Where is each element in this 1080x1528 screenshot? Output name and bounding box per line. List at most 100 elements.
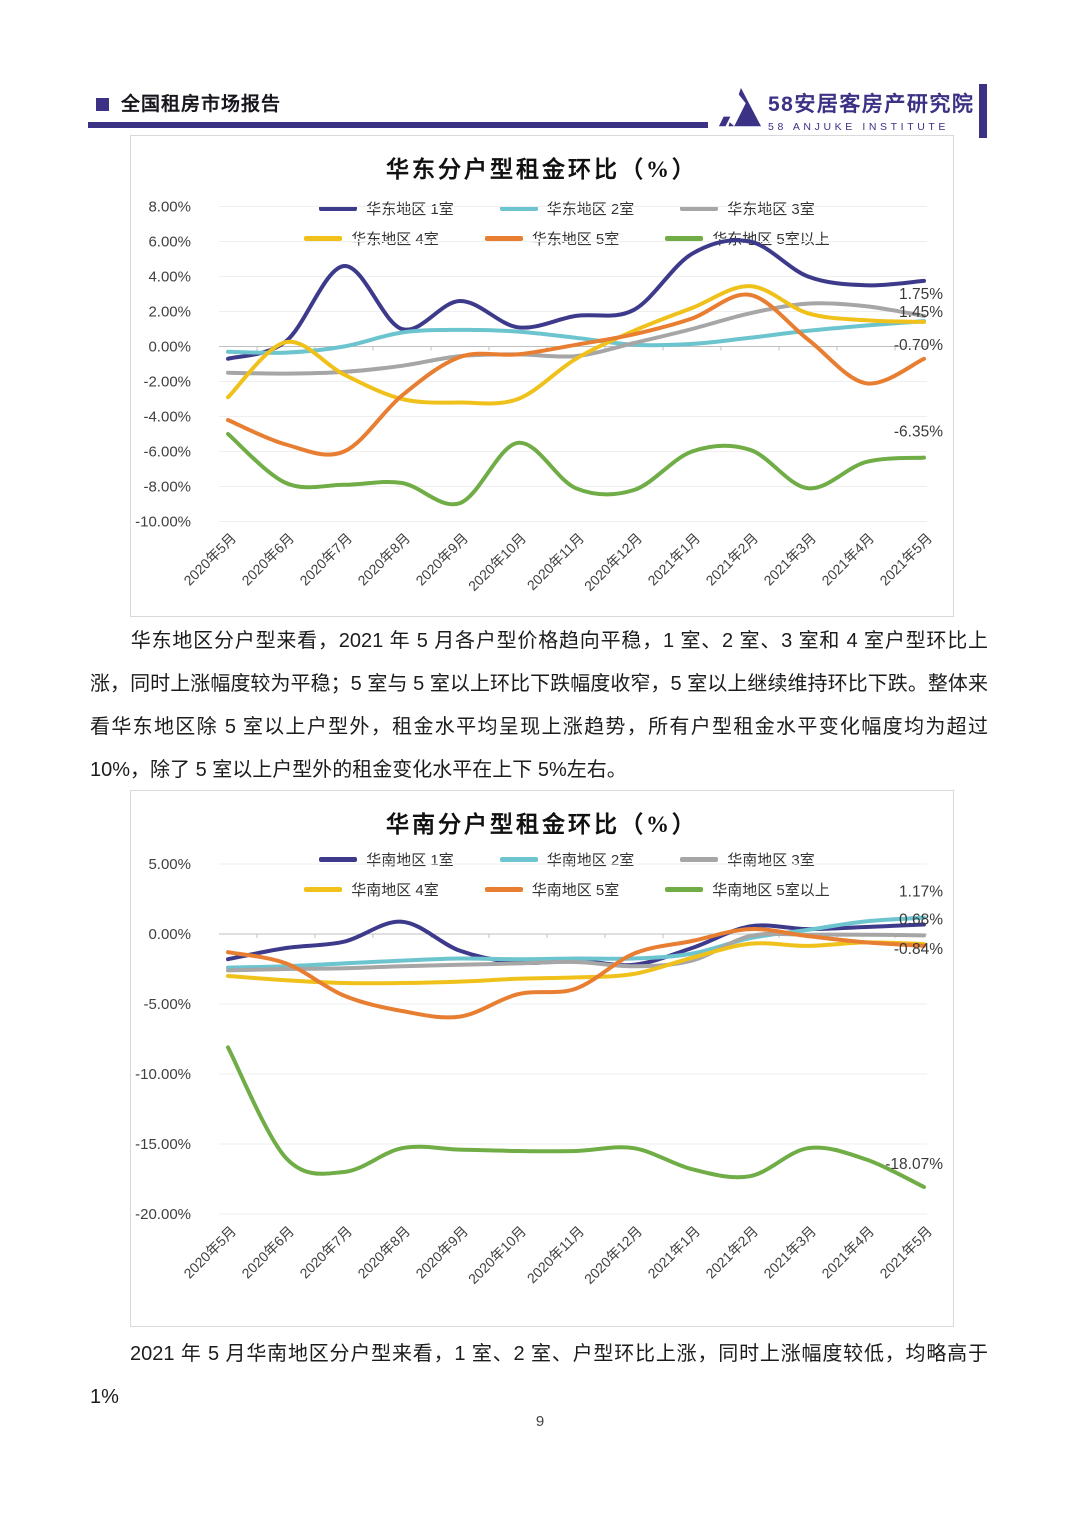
- legend-row: 华东地区 4室 华东地区 5室 华东地区 5室以上: [191, 228, 943, 249]
- x-axis-tick-label: 2020年10月: [465, 1223, 529, 1287]
- legend-swatch-icon: [319, 857, 358, 862]
- x-axis-tick-label: 2020年8月: [354, 1223, 413, 1282]
- x-axis-tick-label: 2021年2月: [702, 1223, 761, 1282]
- legend-row: 华东地区 1室 华东地区 2室 华东地区 3室: [191, 198, 943, 219]
- legend-label: 华南地区 1室: [366, 852, 454, 869]
- x-axis-tick-label: 2020年6月: [238, 530, 297, 589]
- legend-item: 华东地区 5室以上: [665, 228, 830, 249]
- legend-item: 华南地区 2室: [499, 849, 635, 870]
- series-line: [226, 432, 926, 507]
- legend-label: 华东地区 3室: [727, 201, 815, 218]
- x-axis-tick-label: 2020年12月: [581, 1223, 645, 1287]
- brand-name-cn: 58安居客房产研究院: [768, 92, 975, 116]
- x-axis-tick-label: 2020年11月: [524, 530, 587, 593]
- y-axis-tick-label: -8.00%: [143, 479, 191, 496]
- y-axis-tick-label: -10.00%: [135, 1066, 191, 1083]
- series-end-value-label: -0.70%: [894, 337, 943, 354]
- legend-swatch-icon: [665, 887, 704, 892]
- brand-logo: 58安居客房产研究院 58 ANJUKE INSTITUTE: [716, 84, 978, 136]
- legend-swatch-icon: [680, 857, 719, 862]
- x-axis-tick-label: 2021年4月: [818, 530, 877, 589]
- x-axis-tick-label: 2020年8月: [354, 530, 413, 589]
- x-axis-tick-label: 2020年9月: [412, 1223, 471, 1282]
- y-axis-tick-label: 8.00%: [148, 199, 191, 216]
- legend-item: 华东地区 4室: [304, 228, 439, 249]
- east-chart-legend: 华东地区 1室 华东地区 2室 华东地区 3室 华东地区 4室 华东地区 5室 华东地区 …: [191, 198, 943, 249]
- legend-item: 华南地区 4室: [304, 879, 439, 900]
- header-bullet-square: [96, 98, 109, 111]
- x-axis-tick-label: 2020年11月: [524, 1223, 587, 1286]
- report-title: 全国租房市场报告: [121, 94, 282, 115]
- legend-item: 华东地区 5室: [484, 228, 620, 249]
- east-chart-panel: 华东分户型租金环比（%） 华东地区 1室 华东地区 2室 华东地区 3室华东地区 4…: [130, 135, 954, 617]
- south-chart-plot: 5.00%0.00%-5.00%-10.00%-15.00%-20.00%202…: [135, 856, 943, 1287]
- series-line: [226, 292, 926, 457]
- page-number: 9: [535, 1413, 545, 1430]
- x-axis-tick-label: 2021年5月: [876, 1223, 935, 1282]
- east-chart-plot: 8.00% 6.00% 4.00% 2.00% 0.00% -2.00% -4.00% -6.…: [135, 199, 943, 594]
- legend-label: 华南地区 2室: [546, 852, 635, 869]
- legend-swatch-icon: [304, 236, 343, 241]
- x-axis-tick-label: 2020年7月: [296, 1223, 355, 1282]
- legend-item: 华东地区 1室: [319, 198, 454, 219]
- legend-swatch-icon: [484, 887, 523, 892]
- x-axis-tick-label: 2020年5月: [180, 1223, 239, 1282]
- y-axis-tick-label: -4.00%: [143, 409, 191, 426]
- legend-label: 华东地区 5室以上: [712, 231, 830, 248]
- y-axis-tick-label: 5.00%: [148, 856, 191, 873]
- legend-swatch-icon: [680, 206, 719, 211]
- series-line: [226, 319, 926, 355]
- legend-label: 华东地区 1室: [366, 201, 454, 218]
- x-axis-tick-label: 2021年2月: [702, 530, 761, 589]
- legend-swatch-icon: [304, 887, 343, 892]
- legend-swatch-icon: [484, 236, 523, 241]
- brand-name-en: 58 ANJUKE INSTITUTE: [768, 120, 950, 133]
- x-axis-tick-label: 2021年5月: [876, 530, 935, 589]
- legend-label: 华东地区 5室: [531, 231, 620, 248]
- legend-item: 华南地区 3室: [680, 849, 815, 870]
- east-chart-title: 华东分户型租金环比（%）: [386, 157, 698, 182]
- x-axis-tick-label: 2020年7月: [296, 530, 355, 589]
- y-axis-tick-label: -20.00%: [135, 1206, 191, 1223]
- x-axis-tick-label: 2020年5月: [180, 530, 239, 589]
- legend-label: 华南地区 3室: [727, 852, 815, 869]
- x-axis-tick-label: 2021年1月: [644, 1223, 703, 1282]
- series-line: [226, 284, 926, 406]
- series-end-value-label: -6.35%: [894, 424, 943, 441]
- series-line: [226, 1045, 926, 1189]
- legend-row: 华南地区 1室 华南地区 2室 华南地区 3室: [191, 849, 943, 870]
- legend-label: 华南地区 5室以上: [712, 882, 830, 899]
- y-axis-tick-label: -10.00%: [135, 514, 191, 531]
- south-chart-legend: 华南地区 1室 华南地区 2室 华南地区 3室 华南地区 4室 华南地区 5室 华南地区 …: [191, 849, 943, 900]
- legend-label: 华东地区 2室: [546, 201, 635, 218]
- header-rule: [88, 122, 708, 128]
- legend-item: 华南地区 1室: [319, 849, 454, 870]
- y-axis-tick-label: 2.00%: [148, 304, 191, 321]
- legend-item: 华东地区 3室: [680, 198, 815, 219]
- legend-swatch-icon: [499, 857, 538, 862]
- south-chart-panel: 华南分户型租金环比（%） 华南地区 1室 华南地区 2室 华南地区 3室华南地区 4…: [130, 790, 954, 1327]
- x-axis-tick-label: 2020年6月: [238, 1223, 297, 1282]
- legend-item: 华南地区 5室: [484, 879, 620, 900]
- y-axis-tick-label: -2.00%: [143, 374, 191, 391]
- x-axis-tick-label: 2020年9月: [412, 530, 471, 589]
- series-end-value-label: -0.84%: [894, 941, 943, 958]
- y-axis-tick-label: 4.00%: [148, 269, 191, 286]
- x-axis-tick-label: 2021年1月: [644, 530, 703, 589]
- series-line: [226, 915, 926, 970]
- y-axis-tick-label: 0.00%: [148, 339, 191, 356]
- y-axis-tick-label: 6.00%: [148, 234, 191, 251]
- series-line: [226, 940, 926, 986]
- x-axis-tick-label: 2021年3月: [760, 1223, 819, 1282]
- series-line: [226, 238, 926, 361]
- x-axis-tick-label: 2021年3月: [760, 530, 819, 589]
- legend-swatch-icon: [665, 236, 704, 241]
- anjuke-triangle-logo-icon: [716, 84, 762, 137]
- south-chart-title: 华南分户型租金环比（%）: [386, 812, 698, 837]
- legend-row: 华南地区 4室 华南地区 5室 华南地区 5室以上: [191, 879, 943, 900]
- legend-label: 华南地区 5室: [531, 882, 620, 899]
- series-end-value-label: 1.75%: [899, 286, 943, 303]
- series-line: [226, 301, 926, 376]
- legend-label: 华南地区 4室: [351, 882, 439, 899]
- legend-swatch-icon: [319, 206, 358, 211]
